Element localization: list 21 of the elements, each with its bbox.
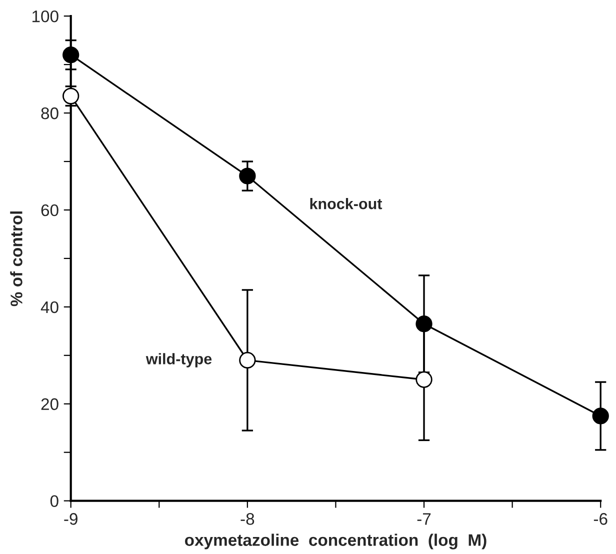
y-tick-label: 80 [41,107,58,120]
y-tick-label: 60 [41,204,58,216]
x-tick-label: -9 [64,513,78,525]
y-tick-label: 100 [32,10,58,22]
point [239,352,256,369]
x-tick-label: -7 [417,513,431,525]
y-tick-label: 20 [41,398,58,410]
point [62,46,80,64]
point [592,408,609,424]
point [416,316,432,332]
y-tick-label: 0 [50,495,58,508]
point [239,168,256,184]
point [62,88,80,104]
x-tick-label: -6 [594,513,608,525]
point [416,371,432,388]
x-axis-title: oxymetazoline concentration (log M) [184,534,486,550]
x-tick-label: -8 [240,513,254,525]
y-axis-title: % of control [10,211,22,306]
series-label: knock-out [310,198,382,210]
series-label: wild-type [146,353,212,368]
y-tick-label: 40 [40,301,58,314]
